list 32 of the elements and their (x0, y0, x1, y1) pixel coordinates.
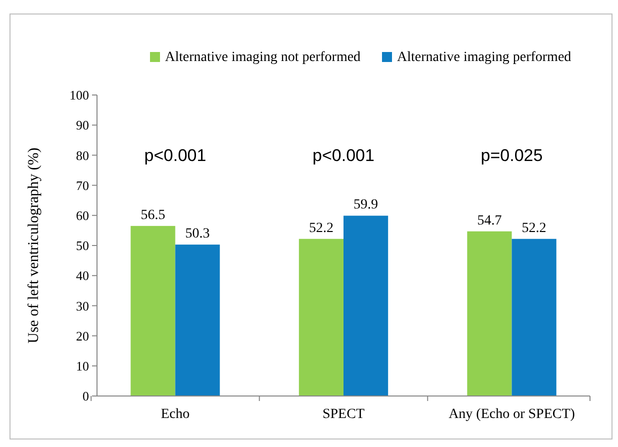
data-label: 54.7 (477, 213, 502, 228)
bar (298, 238, 344, 396)
legend-label: Alternative imaging not performed (165, 50, 361, 65)
data-label: 52.2 (308, 220, 334, 236)
y-tick-label: 100 (70, 88, 89, 103)
bar (512, 238, 556, 396)
legend-label: Alternative imaging performed (397, 50, 572, 65)
annotation: p=0.025 (480, 146, 543, 166)
x-tick-label: Echo (160, 407, 190, 422)
data-label: 56.5 (140, 208, 166, 223)
data-label: 59.9 (354, 198, 378, 213)
y-tick-label: 20 (76, 328, 89, 344)
x-tick-label: SPECT (322, 407, 365, 422)
y-tick-label: 60 (76, 208, 89, 223)
y-tick-label: 70 (76, 178, 89, 193)
y-tick-label: 90 (76, 118, 89, 133)
y-axis-title: Use of left ventriculography (%) (26, 148, 42, 344)
y-tick-label: 80 (76, 148, 89, 163)
bar (344, 216, 388, 396)
bar (130, 226, 176, 396)
bar (467, 231, 512, 396)
data-label: 50.3 (185, 226, 210, 242)
data-label: 52.2 (522, 220, 546, 236)
y-tick-label: 40 (76, 268, 89, 284)
annotation: p<0.001 (312, 146, 374, 166)
y-tick-label: 30 (76, 298, 89, 314)
y-tick-label: 10 (76, 358, 89, 374)
annotation: p<0.001 (144, 146, 206, 166)
y-tick-label: 50 (76, 238, 89, 254)
bar (175, 244, 220, 396)
y-tick-label: 0 (82, 388, 89, 404)
x-tick-label: Any (Echo or SPECT) (448, 407, 576, 422)
